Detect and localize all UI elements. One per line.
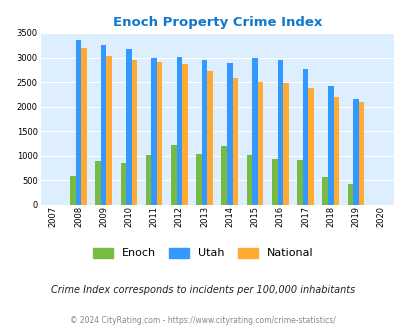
Bar [176, 57, 182, 205]
Legend: Enoch, Utah, National: Enoch, Utah, National [92, 248, 313, 258]
Bar [296, 160, 302, 205]
Bar [352, 99, 358, 205]
Bar [95, 161, 101, 205]
Bar [257, 82, 263, 205]
Bar [282, 83, 288, 205]
Bar [271, 159, 277, 205]
Bar [327, 86, 333, 205]
Bar [145, 155, 151, 205]
Bar [246, 154, 252, 205]
Bar [307, 88, 313, 205]
Bar [226, 63, 232, 205]
Title: Enoch Property Crime Index: Enoch Property Crime Index [112, 16, 321, 29]
Bar [151, 58, 156, 205]
Bar [347, 183, 352, 205]
Bar [75, 40, 81, 205]
Bar [131, 60, 137, 205]
Bar [221, 146, 226, 205]
Text: Crime Index corresponds to incidents per 100,000 inhabitants: Crime Index corresponds to incidents per… [51, 285, 354, 295]
Bar [196, 154, 201, 205]
Bar [322, 177, 327, 205]
Bar [201, 60, 207, 205]
Bar [126, 49, 131, 205]
Bar [182, 64, 187, 205]
Bar [302, 69, 307, 205]
Bar [252, 58, 257, 205]
Bar [207, 71, 212, 205]
Bar [101, 45, 106, 205]
Bar [171, 145, 176, 205]
Bar [81, 48, 87, 205]
Bar [333, 97, 338, 205]
Bar [232, 78, 238, 205]
Bar [120, 163, 126, 205]
Bar [70, 176, 75, 205]
Bar [277, 60, 282, 205]
Bar [358, 102, 363, 205]
Bar [106, 55, 112, 205]
Text: © 2024 CityRating.com - https://www.cityrating.com/crime-statistics/: © 2024 CityRating.com - https://www.city… [70, 315, 335, 325]
Bar [156, 62, 162, 205]
